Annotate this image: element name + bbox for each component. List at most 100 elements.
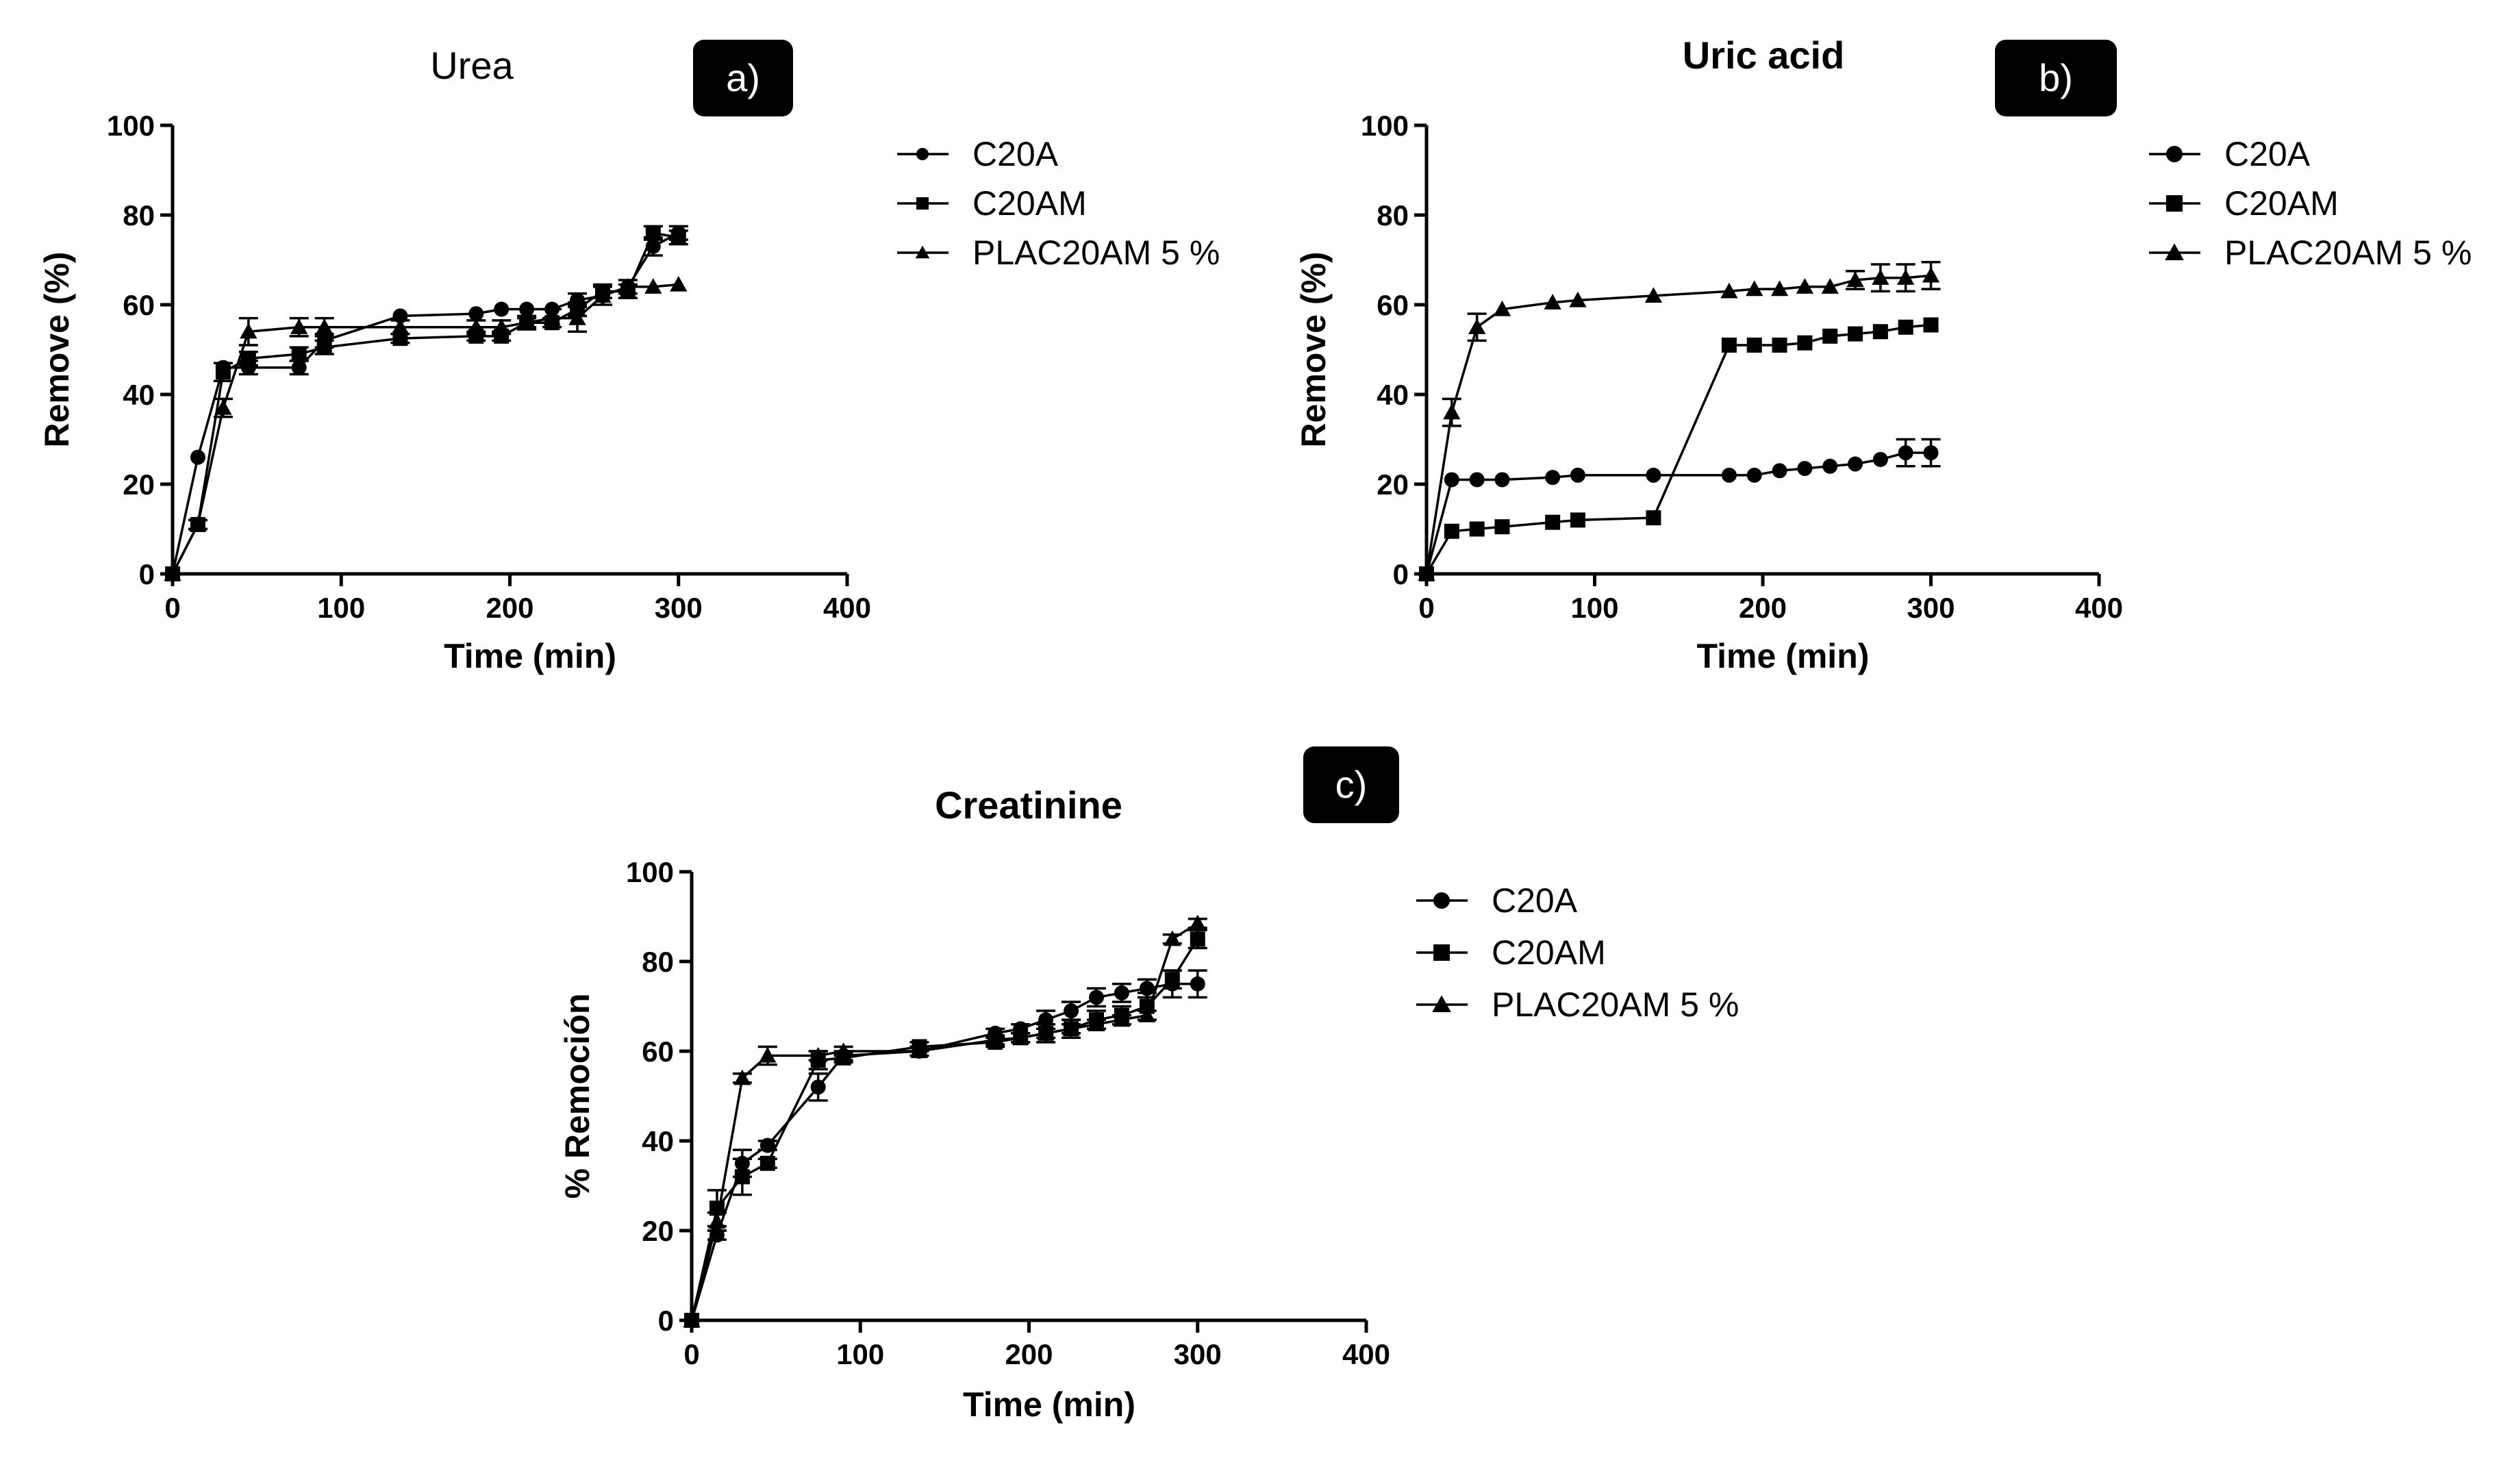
data-point (240, 351, 256, 366)
data-point (1494, 472, 1510, 488)
data-point (1796, 278, 1814, 294)
series-line (171, 283, 679, 575)
data-point (1898, 319, 1913, 335)
data-point (1037, 1024, 1055, 1040)
data-point (1746, 467, 1762, 483)
x-tick-label: 200 (1005, 1338, 1053, 1370)
y-tick-label: 0 (139, 558, 155, 590)
data-point (1922, 266, 1940, 283)
data-point (670, 229, 686, 245)
data-point (1064, 1003, 1079, 1019)
y-tick-label: 100 (626, 856, 674, 888)
data-point (164, 565, 181, 581)
y-tick-label: 20 (123, 468, 155, 501)
chart-title: Uric acid (1683, 34, 1845, 77)
series-2 (684, 929, 1207, 1328)
series-2 (1419, 317, 1939, 581)
data-point (1644, 287, 1663, 303)
y-tick-label: 0 (658, 1305, 674, 1337)
y-axis-label: % Remoción (558, 993, 596, 1198)
data-point (1545, 470, 1561, 486)
legend: C20A C20AM PLAC20AM 5 % (2149, 135, 2472, 272)
data-point (1746, 280, 1763, 297)
x-tick-label: 200 (1739, 592, 1787, 624)
data-point (1493, 300, 1511, 316)
data-point (834, 1042, 853, 1059)
data-point (1721, 467, 1737, 483)
data-point (1770, 280, 1789, 297)
chart-title: Urea (430, 44, 514, 87)
data-point (468, 306, 484, 322)
data-point (316, 340, 332, 355)
x-tick-label: 200 (486, 592, 533, 624)
x-tick-label: 0 (683, 1338, 699, 1370)
panel-label: c) (1335, 763, 1368, 806)
legend-marker (916, 148, 929, 160)
data-point (1114, 985, 1129, 1001)
legend-label: C20AM (1492, 933, 1606, 972)
data-point (1469, 472, 1485, 488)
x-tick-label: 400 (2075, 592, 2123, 624)
legend: C20A C20AM PLAC20AM 5 % (897, 135, 1220, 272)
legend-label: C20AM (972, 184, 1087, 223)
y-tick-label: 40 (1377, 379, 1409, 411)
data-point (1746, 337, 1762, 353)
series-line (1425, 451, 1931, 575)
legend-label: PLAC20AM 5 % (1492, 985, 1739, 1024)
data-point (645, 225, 661, 241)
data-point (1190, 931, 1205, 947)
series-3 (164, 275, 688, 581)
data-point (1797, 461, 1813, 477)
data-point (1846, 271, 1864, 288)
data-point (1164, 930, 1181, 946)
data-point (1012, 1029, 1029, 1045)
data-point (1089, 990, 1104, 1005)
data-point (619, 278, 637, 294)
data-point (1848, 456, 1863, 472)
x-tick-label: 300 (655, 592, 703, 624)
x-tick-label: 0 (164, 592, 180, 624)
data-point (759, 1155, 775, 1171)
data-point (492, 318, 510, 334)
legend-label: PLAC20AM 5 % (2224, 234, 2472, 272)
data-point (1721, 337, 1737, 353)
data-point (1418, 565, 1435, 581)
y-tick-label: 40 (642, 1125, 674, 1157)
chart-panel-1: Urea a) 0 20 40 60 80 100 0 100 200 300 400 Time (min… (38, 40, 1220, 675)
data-point (733, 1069, 751, 1085)
panel-label-background (693, 40, 793, 116)
data-point (1444, 523, 1459, 539)
data-point (1646, 467, 1661, 483)
series-line (1425, 274, 1931, 575)
data-point (291, 347, 307, 362)
panel-label: a) (726, 56, 760, 99)
data-point (986, 1031, 1004, 1047)
y-tick-label: 80 (1377, 199, 1409, 231)
x-tick-label: 100 (317, 592, 365, 624)
y-tick-label: 60 (123, 289, 155, 321)
data-point (1088, 1016, 1105, 1031)
data-point (594, 287, 612, 303)
data-point (519, 301, 535, 317)
panel-label-badge: c) (1303, 746, 1399, 823)
chart-panel-2: Uric acid b) 0 20 40 60 80 100 0 100 200 300 400 Time… (1294, 34, 2472, 675)
legend-marker (1433, 892, 1450, 909)
data-point (1138, 1006, 1156, 1022)
data-point (1898, 445, 1913, 461)
data-point (810, 1079, 826, 1095)
legend: C20A C20AM PLAC20AM 5 % (1416, 881, 1739, 1024)
data-point (518, 314, 536, 330)
series-line (1425, 323, 1931, 575)
data-point (1570, 512, 1585, 528)
series-3 (1418, 261, 1941, 581)
legend-label: C20A (1492, 881, 1578, 920)
data-point (1923, 317, 1939, 333)
data-point (290, 318, 308, 334)
data-point (759, 1137, 775, 1153)
y-tick-label: 100 (107, 110, 155, 142)
data-point (1872, 269, 1889, 285)
data-point (644, 278, 662, 294)
x-tick-label: 100 (836, 1338, 884, 1370)
y-tick-label: 80 (642, 946, 674, 978)
data-point (759, 1046, 777, 1063)
